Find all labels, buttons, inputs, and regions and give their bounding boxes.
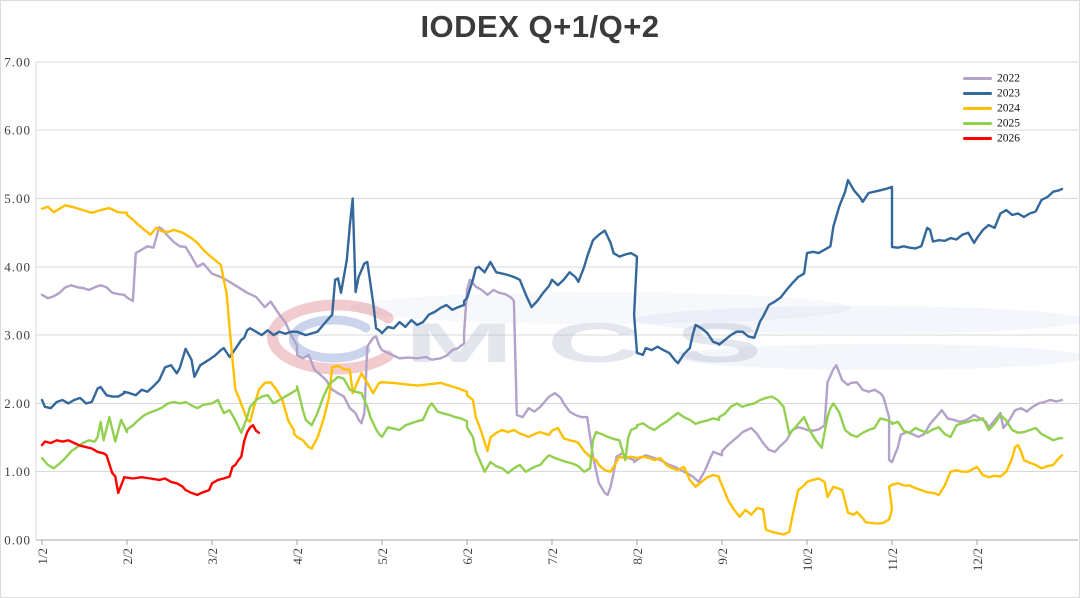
series-line-2023 (40, 178, 1064, 410)
legend-swatch-icon (963, 92, 992, 96)
x-axis-label: 8/2 (630, 548, 645, 565)
legend-swatch-icon (963, 122, 992, 126)
legend-swatch-icon (963, 107, 992, 111)
watermark-swirl-icon (288, 315, 371, 363)
legend-label: 2025 (997, 117, 1020, 130)
y-axis-label: 2.00 (4, 396, 31, 411)
x-axis-label: 5/2 (375, 548, 390, 565)
x-axis-label: 2/2 (120, 548, 135, 565)
legend-item: 2025 (963, 116, 1020, 131)
watermark-swoosh (350, 292, 850, 324)
series-line-2025 (40, 375, 1064, 475)
series-line-2024 (40, 204, 1064, 536)
legend-item: 2026 (963, 131, 1020, 146)
x-axis-label: 9/2 (715, 548, 730, 565)
x-axis-label: 7/2 (545, 548, 560, 565)
y-axis-label: 6.00 (4, 123, 31, 138)
x-axis-label: 11/2 (885, 548, 900, 571)
page-title: IODEX Q+1/Q+2 (420, 9, 660, 44)
legend-label: 2022 (997, 72, 1020, 85)
x-axis-label: 6/2 (460, 548, 475, 565)
watermark-swoosh (675, 344, 1080, 370)
legend-swatch-icon (963, 137, 992, 141)
x-axis-label: 1/2 (35, 548, 50, 565)
legend-swatch-icon (963, 77, 992, 81)
y-axis-label: 7.00 (4, 54, 31, 69)
legend-item: 2022 (963, 71, 1020, 86)
legend-item: 2023 (963, 86, 1020, 101)
x-axis-label: 12/2 (970, 548, 985, 571)
x-axis-label: 10/2 (800, 548, 815, 571)
y-axis-label: 3.00 (4, 328, 31, 343)
legend-label: 2026 (997, 132, 1020, 145)
x-axis-label: 3/2 (205, 548, 220, 565)
legend-label: 2024 (997, 102, 1020, 115)
series-line-2026 (40, 424, 261, 497)
x-axis-label: 4/2 (290, 548, 305, 565)
legend: 2022 2023 2024 2025 2026 (963, 71, 1020, 146)
watermark-swoosh (635, 306, 1080, 334)
legend-label: 2023 (997, 87, 1020, 100)
y-axis-label: 4.00 (4, 259, 31, 274)
y-axis-label: 5.00 (4, 191, 31, 206)
legend-item: 2024 (963, 101, 1020, 116)
y-axis-label: 1.00 (4, 464, 31, 479)
y-axis-label: 0.00 (4, 533, 31, 548)
